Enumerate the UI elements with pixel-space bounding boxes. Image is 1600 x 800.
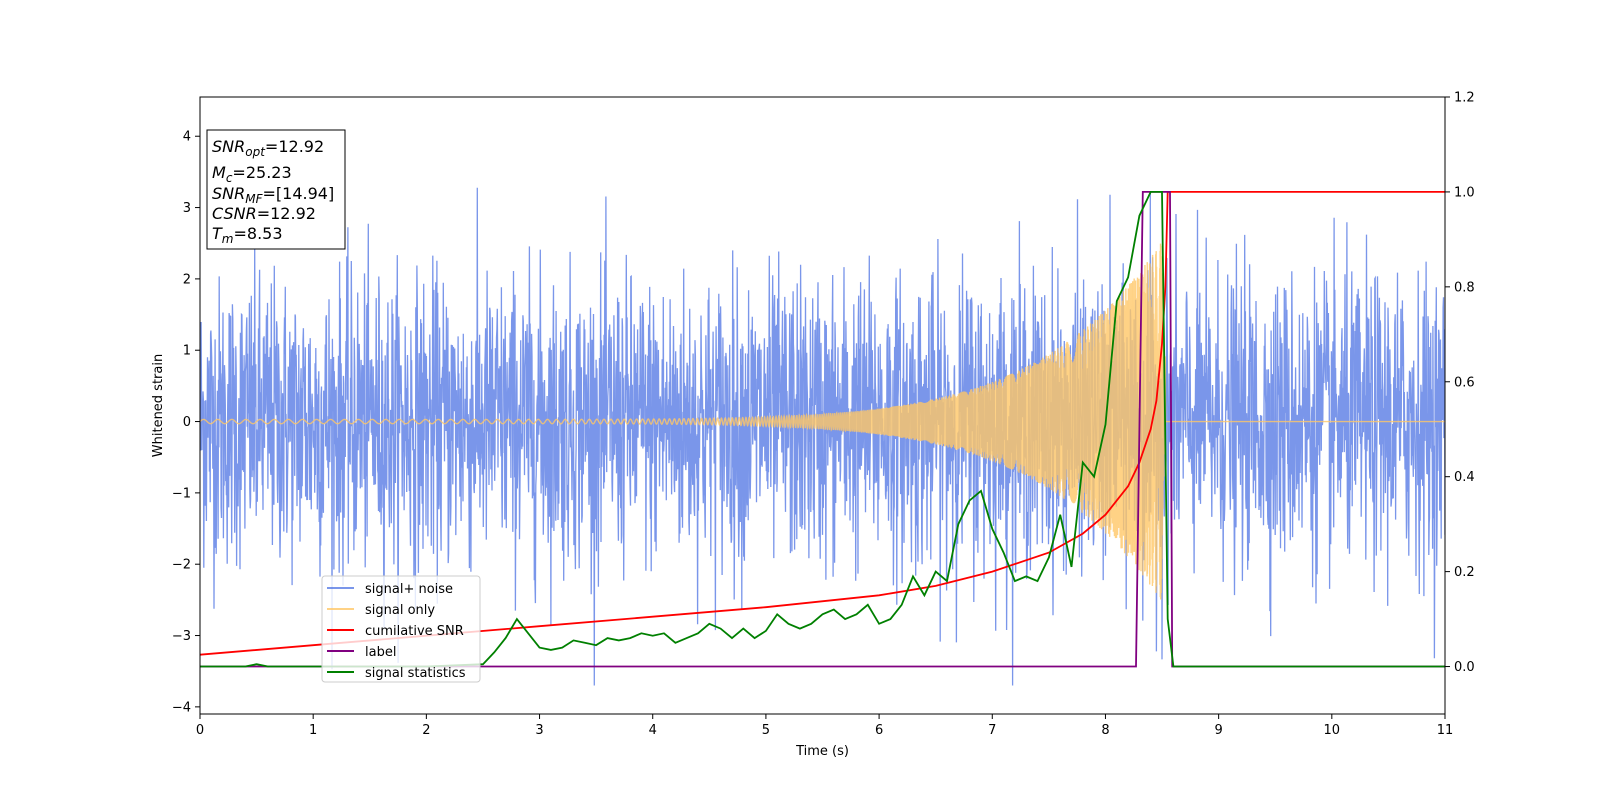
x-tick-label: 4: [649, 723, 657, 738]
x-tick-label: 2: [422, 723, 430, 738]
x-tick-label: 7: [988, 723, 996, 738]
legend-label: signal+ noise: [365, 582, 453, 597]
y-left-tick-label: −3: [172, 629, 191, 644]
annotation-line: SNRMF=[14.94]: [212, 184, 334, 206]
y-left-tick-label: 4: [183, 130, 191, 145]
series-signal-statistics-line: [200, 191, 1445, 668]
annotation-line: CSNR=12.92: [212, 204, 316, 223]
legend-label: signal statistics: [365, 666, 466, 681]
x-tick-label: 8: [1101, 723, 1109, 738]
series-signal-noise-line: [200, 187, 1445, 686]
annotation-line: Mc=25.23: [212, 163, 292, 185]
y-right-tick-label: 0.8: [1454, 280, 1475, 295]
y-left-tick-label: −2: [172, 558, 191, 573]
annotation-line: Tm=8.53: [212, 224, 283, 246]
x-tick-label: 5: [762, 723, 770, 738]
y-right-tick-label: 0.4: [1454, 470, 1475, 485]
legend-label: label: [365, 645, 396, 660]
x-tick-label: 0: [196, 723, 204, 738]
legend-label: signal only: [365, 603, 435, 618]
x-tick-label: 3: [535, 723, 543, 738]
y-left-tick-label: 0: [183, 415, 191, 430]
x-tick-label: 11: [1437, 723, 1454, 738]
annotation-frame: [206, 129, 346, 250]
annotation-line: SNRopt=12.92: [212, 137, 324, 159]
x-axis-label: Time (s): [795, 744, 849, 759]
x-tick-label: 10: [1324, 723, 1341, 738]
legend-label: cumilative SNR: [365, 624, 464, 639]
y-left-tick-label: 2: [183, 272, 191, 287]
y-right-tick-label: 0.0: [1454, 660, 1475, 675]
legend: signal+ noise signal only cumilative SNR la…: [321, 575, 481, 683]
series-signal-only-line: [200, 243, 1445, 600]
y-left-tick-label: −4: [172, 700, 191, 715]
legend-frame: [321, 575, 481, 683]
y-left-tick-label: 1: [183, 344, 191, 359]
y-axis-label: Whitened strain: [151, 354, 166, 457]
y-left-tick-label: −1: [172, 486, 191, 501]
axes: 0 1 2 3 4 5 6 7 8 9 10 11 −4 −3 −2 −1 0 1 2 3 4 0.0 0.2 0.4 0.6 0…: [172, 91, 1475, 739]
annotation-box: SNRopt=12.92 Mc=25.23SNRMF=[14.94]CSNR=12…: [206, 129, 346, 250]
plot-area: [200, 187, 1445, 686]
x-tick-label: 9: [1214, 723, 1222, 738]
axes-frame: [199, 96, 1446, 715]
y-right-tick-label: 1.0: [1454, 185, 1475, 200]
y-right-tick-label: 0.6: [1454, 375, 1475, 390]
y-right-tick-label: 0.2: [1454, 565, 1475, 580]
x-tick-label: 6: [875, 723, 883, 738]
x-tick-label: 1: [309, 723, 317, 738]
y-right-tick-label: 1.2: [1454, 91, 1475, 106]
y-left-tick-label: 3: [183, 201, 191, 216]
